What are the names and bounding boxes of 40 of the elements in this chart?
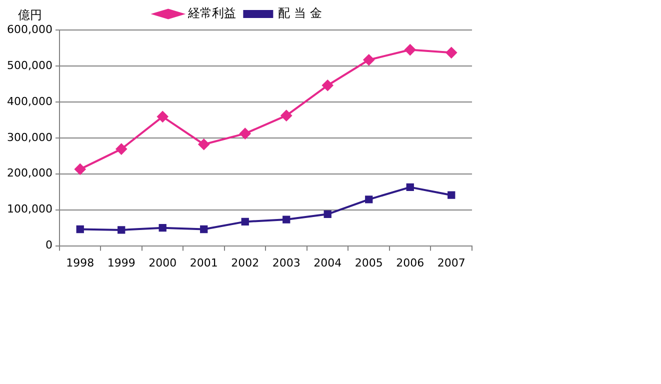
point bbox=[406, 183, 414, 192]
point bbox=[240, 128, 251, 140]
x-tick-label: 2004 bbox=[314, 256, 342, 270]
point bbox=[118, 226, 126, 234]
x-tick-label: 2001 bbox=[190, 256, 218, 270]
point bbox=[363, 54, 374, 66]
y-axis-title: 億円 bbox=[18, 8, 42, 22]
x-tick-label: 2002 bbox=[231, 256, 260, 270]
point bbox=[198, 138, 210, 150]
point bbox=[324, 210, 332, 218]
point bbox=[404, 44, 416, 56]
point bbox=[200, 225, 208, 234]
x-tick-label: 2007 bbox=[437, 256, 466, 270]
point bbox=[446, 47, 457, 58]
point bbox=[322, 80, 334, 91]
x-tick-label: 1998 bbox=[66, 256, 94, 270]
point bbox=[282, 216, 290, 224]
y-tick-label: 600,000 bbox=[6, 22, 52, 36]
x-tick-label: 2000 bbox=[148, 256, 177, 270]
x-tick-label: 2005 bbox=[354, 256, 383, 270]
y-tick-label: 500,000 bbox=[6, 58, 52, 72]
point bbox=[241, 218, 249, 226]
legend-label: 経常利益 bbox=[187, 6, 236, 20]
point bbox=[74, 164, 86, 175]
point bbox=[116, 144, 127, 155]
point bbox=[76, 225, 84, 234]
y-tick-label: 0 bbox=[45, 238, 52, 252]
point bbox=[280, 110, 292, 122]
y-tick-label: 400,000 bbox=[6, 94, 52, 108]
point bbox=[157, 111, 168, 122]
x-tick-label: 2006 bbox=[396, 256, 424, 270]
legend-label: 配 当 金 bbox=[278, 6, 322, 20]
point bbox=[448, 191, 456, 199]
y-tick-label: 200,000 bbox=[6, 166, 52, 180]
point bbox=[365, 196, 373, 204]
x-tick-label: 2003 bbox=[272, 256, 300, 270]
y-tick-label: 300,000 bbox=[6, 130, 52, 144]
y-tick-label: 100,000 bbox=[6, 202, 52, 216]
x-tick-label: 1999 bbox=[107, 256, 136, 270]
point bbox=[158, 224, 166, 232]
